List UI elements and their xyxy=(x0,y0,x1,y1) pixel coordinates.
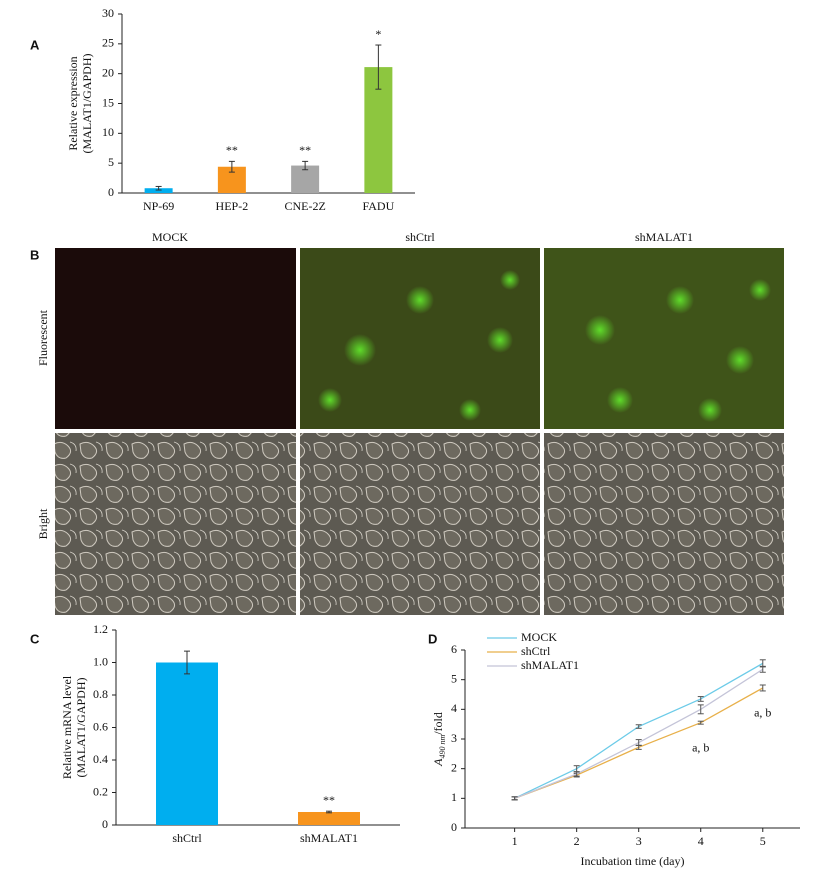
error-bar xyxy=(697,704,704,715)
error-bar xyxy=(375,44,382,90)
row-label: Bright xyxy=(36,508,50,539)
error-bar xyxy=(697,696,704,702)
x-tick-label: 3 xyxy=(636,834,642,848)
micrograph xyxy=(544,433,784,615)
micrograph xyxy=(55,433,296,615)
y-tick-label: 15 xyxy=(102,95,114,109)
y-tick-label: 0 xyxy=(451,820,457,834)
y-tick-label: 1.2 xyxy=(93,622,108,636)
y-tick-label: 5 xyxy=(451,671,457,685)
legend-label: shCtrl xyxy=(521,644,551,658)
line xyxy=(514,662,764,799)
column-label: shMALAT1 xyxy=(635,230,693,244)
panel-label: B xyxy=(30,247,39,262)
y-tick-label: 0.8 xyxy=(93,687,108,701)
y-tick-label: 6 xyxy=(451,642,457,656)
error-bar xyxy=(759,665,766,673)
column-label: MOCK xyxy=(152,230,188,244)
legend-label: MOCK xyxy=(521,630,557,644)
x-tick-label: shMALAT1 xyxy=(300,831,358,845)
y-tick-label: 1 xyxy=(451,790,457,804)
line xyxy=(514,668,764,799)
error-bar xyxy=(697,720,704,725)
micrograph xyxy=(544,248,784,429)
error-bar xyxy=(326,810,332,814)
row-label: Fluorescent xyxy=(36,309,50,366)
x-tick-label: 4 xyxy=(698,834,704,848)
legend-label: shMALAT1 xyxy=(521,658,579,672)
y-tick-label: 0.4 xyxy=(93,752,108,766)
y-axis-label: (MALAT1/GAPDH) xyxy=(80,54,94,154)
error-bar xyxy=(302,160,309,171)
error-bar xyxy=(635,724,642,729)
y-label-suffix: /fold xyxy=(431,712,445,735)
x-tick-label: FADU xyxy=(362,199,394,213)
y-tick-label: 4 xyxy=(451,701,457,715)
y-tick-label: 0.6 xyxy=(93,719,108,733)
y-label-main: A xyxy=(431,758,445,767)
significance-label: * xyxy=(375,27,381,41)
error-bar xyxy=(511,796,518,801)
y-tick-label: 0 xyxy=(108,185,114,199)
y-tick-label: 20 xyxy=(102,65,114,79)
panel-label: D xyxy=(428,631,437,646)
y-axis-label: Relative mRNA level xyxy=(60,675,74,779)
y-axis-label: (MALAT1/GAPDH) xyxy=(74,678,88,778)
micrograph xyxy=(300,433,540,615)
significance-label: ** xyxy=(299,143,311,157)
annotation: a, b xyxy=(692,740,709,754)
y-tick-label: 10 xyxy=(102,125,114,139)
y-tick-label: 3 xyxy=(451,731,457,745)
y-tick-label: 0 xyxy=(102,817,108,831)
y-axis-label: Relative expression xyxy=(66,56,80,150)
y-tick-label: 1.0 xyxy=(93,654,108,668)
y-tick-label: 30 xyxy=(102,6,114,20)
error-bar xyxy=(759,684,766,692)
panel-label: A xyxy=(30,37,40,52)
y-tick-label: 25 xyxy=(102,36,114,50)
x-tick-label: NP-69 xyxy=(143,199,174,213)
column-label: shCtrl xyxy=(405,230,435,244)
error-bar xyxy=(573,771,580,777)
x-axis-label: Incubation time (day) xyxy=(581,854,685,868)
micrograph xyxy=(55,248,296,429)
x-tick-label: shCtrl xyxy=(172,831,202,845)
x-tick-label: HEP-2 xyxy=(216,199,249,213)
x-tick-label: CNE-2Z xyxy=(284,199,325,213)
error-bar xyxy=(228,160,235,173)
y-axis-label: A490 nm/fold xyxy=(431,712,447,767)
y-tick-label: 5 xyxy=(108,155,114,169)
panel-label: C xyxy=(30,631,40,646)
significance-label: ** xyxy=(226,143,238,157)
y-tick-label: 2 xyxy=(451,760,457,774)
annotation: a, b xyxy=(754,706,771,720)
error-bar xyxy=(635,739,642,747)
error-bar xyxy=(155,185,162,191)
error-bar xyxy=(184,650,190,675)
x-tick-label: 5 xyxy=(760,834,766,848)
bar xyxy=(144,188,173,193)
y-label-sub: 490 nm xyxy=(438,735,447,759)
micrograph xyxy=(300,248,540,429)
x-tick-label: 1 xyxy=(512,834,518,848)
significance-label: ** xyxy=(323,793,335,807)
x-tick-label: 2 xyxy=(574,834,580,848)
bar xyxy=(298,812,360,825)
y-tick-label: 0.2 xyxy=(93,784,108,798)
bar xyxy=(156,662,218,825)
